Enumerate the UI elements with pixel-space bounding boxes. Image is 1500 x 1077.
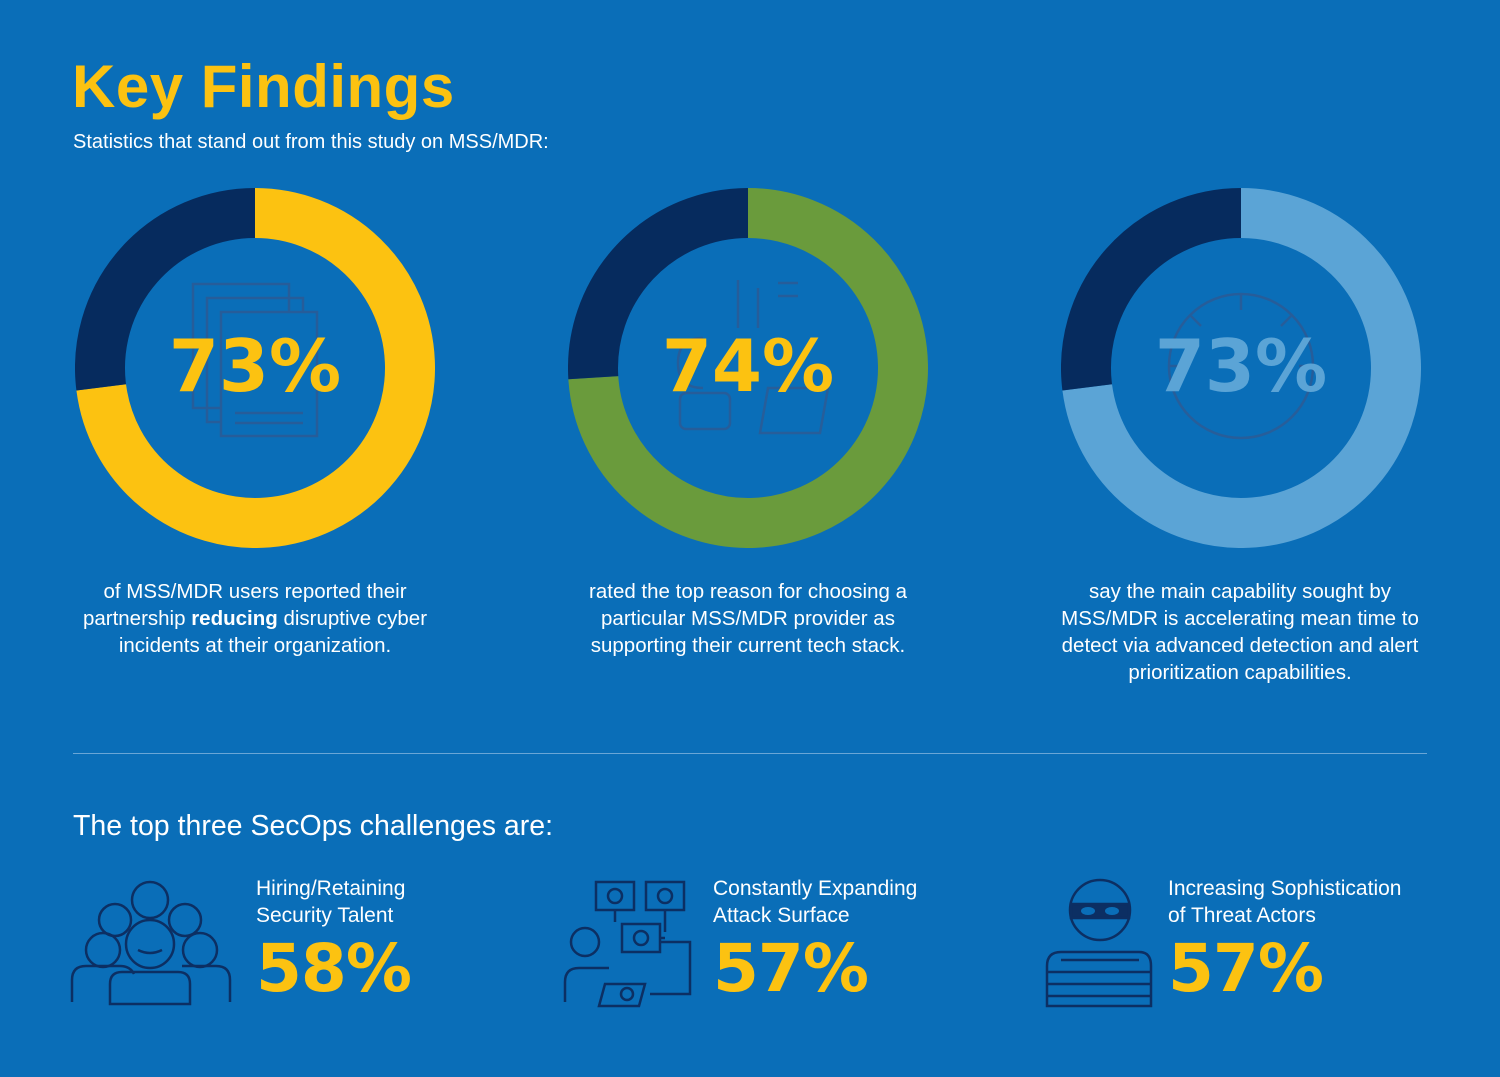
donut-2-slice-remainder [568,188,749,380]
donut-description-1: of MSS/MDR users reported their partners… [82,580,428,657]
donut-1-slice-remainder [75,188,256,391]
donut-svg-2: 74% [568,188,928,548]
challenge-label-2: Constantly Expanding Attack Surface [713,877,918,927]
challenges-title: The top three SecOps challenges are: [73,810,554,842]
donut-percent-1: 73% [169,324,341,408]
donut-2-slice-value [568,188,928,548]
challenge-value-1: 58% [256,930,412,1007]
donut-chart-2: 74% [568,188,928,548]
donut-description-2: rated the top reason for choosing a part… [589,580,907,657]
section-divider [73,753,1427,754]
donut-percent-3: 73% [1155,324,1327,408]
network-bugs-icon [563,880,692,1008]
donut-svg-3: 73% [1061,188,1421,548]
donut-svg-1: 73% [75,188,435,548]
donut-3-slice-remainder [1061,188,1242,391]
donut-chart-3: 73% [1061,188,1421,548]
donut-description-3: say the main capability sought by MSS/MD… [1061,580,1419,684]
donut-3-slice-value [1062,188,1421,548]
tech-stack-icon [676,280,830,435]
challenge-value-2: 57% [713,930,869,1007]
masked-burglar-icon [1045,878,1153,1008]
challenge-label-3: Increasing Sophistication of Threat Acto… [1168,877,1402,927]
challenge-label-1: Hiring/Retaining Security Talent [256,877,406,927]
page-title: Key Findings [72,53,455,120]
donut-chart-1: 73% [75,188,435,548]
challenge-value-3: 57% [1168,930,1324,1007]
page-subtitle: Statistics that stand out from this stud… [73,131,549,153]
people-group-icon [70,880,232,1006]
documents-icon [191,282,319,438]
speedometer-icon [1167,292,1315,440]
donut-1-slice-value [76,188,435,548]
donut-percent-2: 74% [662,324,834,408]
